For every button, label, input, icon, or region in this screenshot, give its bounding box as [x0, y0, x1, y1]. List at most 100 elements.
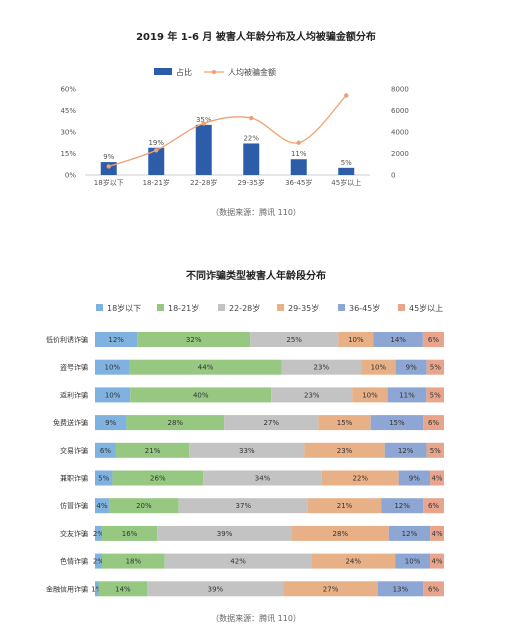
- right-axis-tick: 2000: [391, 150, 409, 158]
- segment-4-1: [115, 442, 190, 458]
- segment-label: 10%: [362, 391, 378, 399]
- right-axis-tick: 8000: [391, 86, 409, 94]
- bar-4: [290, 159, 307, 175]
- legend-label-4: 36-45岁: [349, 303, 380, 313]
- line-point-1: [154, 148, 159, 153]
- segment-5-0: [95, 470, 113, 486]
- segment-label: 21%: [337, 502, 353, 510]
- segment-label: 2%: [93, 558, 104, 566]
- segment-2-3: [352, 387, 388, 403]
- line-series: [108, 94, 347, 168]
- segment-label: 23%: [304, 391, 320, 399]
- legend-line-label: 人均被骗金额: [228, 67, 276, 77]
- bar-value-label: 9%: [103, 153, 114, 161]
- left-axis-tick: 30%: [60, 129, 76, 137]
- segment-5-2: [203, 470, 322, 486]
- segment-7-2: [157, 525, 292, 541]
- segment-label: 44%: [198, 364, 214, 372]
- chart2-title: 不同诈骗类型被害人年龄段分布: [186, 269, 326, 282]
- legend-label-2: 22-28岁: [229, 303, 260, 313]
- segment-2-5: [426, 387, 444, 403]
- segment-8-3: [311, 553, 396, 569]
- segment-2-2: [271, 387, 353, 403]
- segment-label: 6%: [428, 419, 439, 427]
- segment-label: 4%: [431, 475, 442, 483]
- segment-6-1: [108, 498, 179, 514]
- segment-label: 37%: [236, 502, 252, 510]
- segment-label: 4%: [432, 530, 443, 538]
- row-label: 金融信用诈骗: [46, 584, 88, 593]
- segment-8-0: [95, 553, 102, 569]
- segment-label: 11%: [399, 391, 415, 399]
- segment-8-4: [395, 553, 431, 569]
- bar-2: [195, 124, 212, 175]
- segment-label: 12%: [108, 336, 124, 344]
- segment-label: 5%: [430, 391, 441, 399]
- segment-label: 16%: [122, 530, 138, 538]
- segment-label: 24%: [345, 558, 361, 566]
- segment-3-5: [423, 415, 444, 431]
- segment-0-2: [250, 332, 339, 347]
- segment-label: 10%: [405, 558, 421, 566]
- segment-3-0: [95, 415, 127, 431]
- left-axis-tick: 15%: [60, 150, 76, 158]
- segment-label: 33%: [239, 447, 255, 455]
- segment-label: 26%: [150, 475, 166, 483]
- segment-3-4: [370, 415, 424, 431]
- segment-label: 22%: [352, 475, 368, 483]
- segment-9-2: [147, 581, 284, 597]
- segment-label: 20%: [136, 502, 152, 510]
- x-tick-label: 18-21岁: [143, 178, 170, 187]
- line-point-5: [344, 93, 349, 98]
- segment-label: 23%: [314, 364, 330, 372]
- line-point-4: [296, 140, 301, 145]
- chart1-title: 2019 年 1-6 月 被害人年龄分布及人均被骗金额分布: [136, 30, 376, 43]
- segment-2-1: [130, 387, 272, 403]
- segment-label: 14%: [390, 336, 406, 344]
- segment-8-5: [430, 553, 444, 569]
- segment-9-4: [377, 581, 424, 597]
- segment-label: 39%: [217, 530, 233, 538]
- legend-swatch-4: [338, 304, 345, 311]
- segment-label: 10%: [348, 336, 364, 344]
- segment-4-2: [189, 442, 305, 458]
- row-label: 兼职诈骗: [60, 474, 88, 483]
- bar-value-label: 19%: [148, 139, 164, 147]
- legend-line-marker: [212, 70, 216, 74]
- segment-7-3: [291, 525, 389, 541]
- line-point-0: [106, 164, 111, 169]
- legend-swatch-0: [96, 304, 103, 311]
- segment-label: 9%: [409, 475, 420, 483]
- segment-9-5: [423, 581, 444, 597]
- segment-1-2: [281, 359, 362, 375]
- left-axis-tick: 45%: [60, 107, 76, 115]
- bar-value-label: 11%: [291, 150, 307, 158]
- segment-label: 9%: [406, 364, 417, 372]
- x-tick-label: 45岁以上: [331, 178, 361, 187]
- segment-5-5: [430, 470, 444, 486]
- segment-7-4: [388, 525, 431, 541]
- left-axis-tick: 60%: [60, 86, 76, 94]
- segment-label: 5%: [430, 364, 441, 372]
- segment-label: 12%: [398, 447, 414, 455]
- segment-label: 4%: [96, 502, 107, 510]
- segment-9-1: [98, 581, 148, 597]
- segment-4-4: [384, 442, 427, 458]
- segment-label: 6%: [100, 447, 111, 455]
- segment-0-5: [422, 332, 444, 347]
- segment-1-0: [95, 359, 130, 375]
- segment-label: 10%: [105, 391, 121, 399]
- segment-5-4: [398, 470, 431, 486]
- segment-label: 5%: [98, 475, 109, 483]
- segment-label: 40%: [193, 391, 209, 399]
- x-tick-label: 18岁以下: [94, 178, 124, 187]
- segment-label: 4%: [431, 558, 442, 566]
- x-tick-label: 29-35岁: [238, 178, 265, 187]
- line-point-2: [201, 121, 206, 126]
- segment-label: 6%: [428, 585, 439, 593]
- segment-9-3: [283, 581, 378, 597]
- bar-value-label: 22%: [243, 134, 259, 142]
- segment-label: 15%: [389, 419, 405, 427]
- segment-5-3: [321, 470, 399, 486]
- segment-label: 18%: [126, 558, 142, 566]
